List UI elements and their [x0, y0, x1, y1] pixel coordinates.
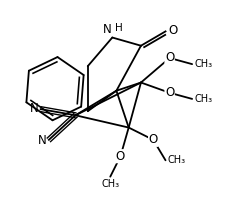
Text: CH₃: CH₃ — [194, 59, 212, 69]
Text: O: O — [169, 24, 178, 37]
Text: N: N — [30, 102, 39, 115]
Text: CH₃: CH₃ — [101, 179, 119, 189]
Text: O: O — [116, 150, 125, 163]
Text: O: O — [149, 133, 158, 146]
Text: CH₃: CH₃ — [194, 94, 212, 104]
Text: N: N — [102, 23, 111, 36]
Text: CH₃: CH₃ — [167, 155, 186, 165]
Text: O: O — [165, 86, 174, 99]
Text: O: O — [165, 52, 174, 64]
Text: H: H — [115, 23, 123, 33]
Text: N: N — [38, 134, 47, 147]
